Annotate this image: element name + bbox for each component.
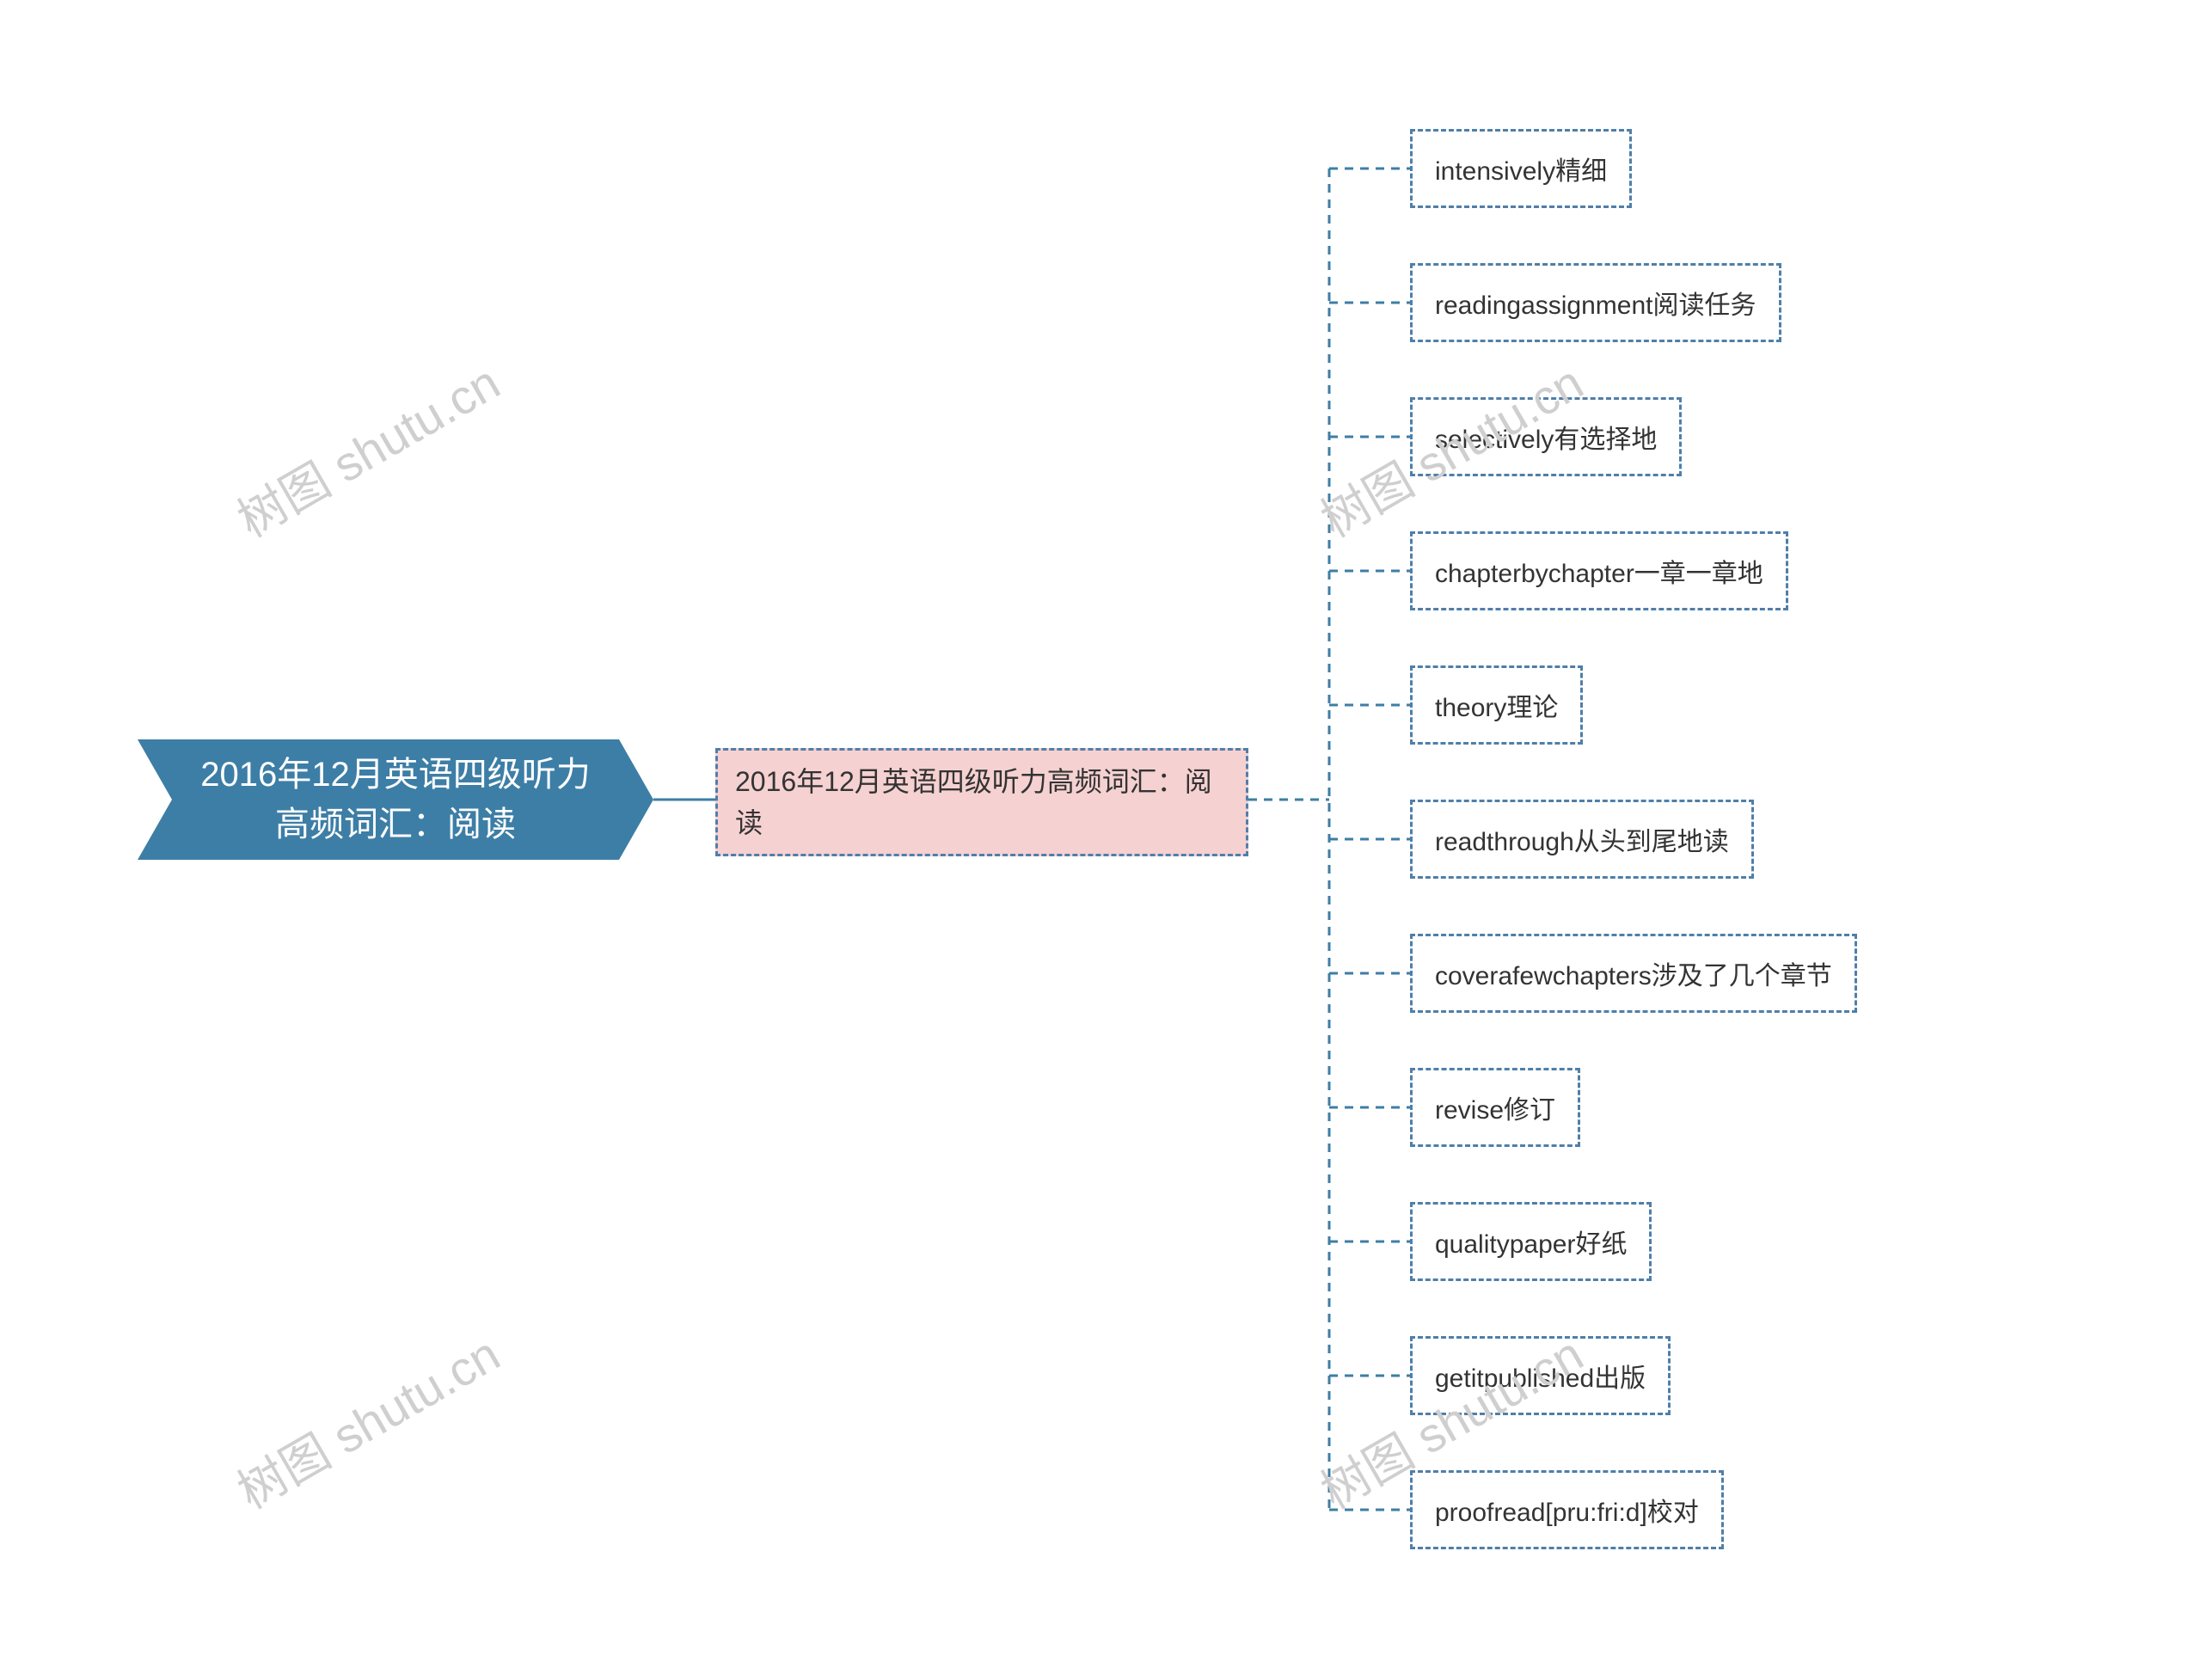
leaf-label: readthrough从头到尾地读 <box>1435 820 1729 858</box>
leaf-label: readingassignment阅读任务 <box>1435 284 1757 322</box>
leaf-node: qualitypaper好纸 <box>1410 1202 1652 1281</box>
leaf-node: selectively有选择地 <box>1410 397 1682 476</box>
branch-node: 2016年12月英语四级听力高频词汇：阅读 <box>715 748 1248 856</box>
leaf-label: selectively有选择地 <box>1435 418 1657 456</box>
branch-label: 2016年12月英语四级听力高频词汇：阅读 <box>735 761 1229 843</box>
leaf-node: readthrough从头到尾地读 <box>1410 800 1754 879</box>
root-node: 2016年12月英语四级听力 高频词汇：阅读 <box>138 739 653 860</box>
watermark: 树图 shutu.cn <box>224 345 511 551</box>
leaf-label: theory理论 <box>1435 686 1558 724</box>
leaf-label: getitpublished出版 <box>1435 1357 1646 1395</box>
leaf-node: proofread[pru:fri:d]校对 <box>1410 1470 1724 1549</box>
watermark: 树图 shutu.cn <box>224 1316 511 1523</box>
leaf-node: revise修订 <box>1410 1068 1580 1147</box>
leaf-node: intensively精细 <box>1410 129 1632 208</box>
leaf-label: coverafewchapters涉及了几个章节 <box>1435 954 1832 992</box>
leaf-label: revise修订 <box>1435 1088 1555 1126</box>
leaf-label: chapterbychapter一章一章地 <box>1435 552 1763 590</box>
leaf-node: getitpublished出版 <box>1410 1336 1671 1415</box>
leaf-label: intensively精细 <box>1435 150 1607 187</box>
leaf-node: coverafewchapters涉及了几个章节 <box>1410 934 1857 1013</box>
leaf-label: qualitypaper好纸 <box>1435 1223 1627 1260</box>
leaf-label: proofread[pru:fri:d]校对 <box>1435 1491 1699 1529</box>
leaf-node: theory理论 <box>1410 665 1583 745</box>
leaf-node: readingassignment阅读任务 <box>1410 263 1781 342</box>
mindmap-canvas: 2016年12月英语四级听力 高频词汇：阅读 2016年12月英语四级听力高频词… <box>0 0 2201 1680</box>
leaf-node: chapterbychapter一章一章地 <box>1410 531 1788 610</box>
root-label: 2016年12月英语四级听力 高频词汇：阅读 <box>200 750 590 849</box>
